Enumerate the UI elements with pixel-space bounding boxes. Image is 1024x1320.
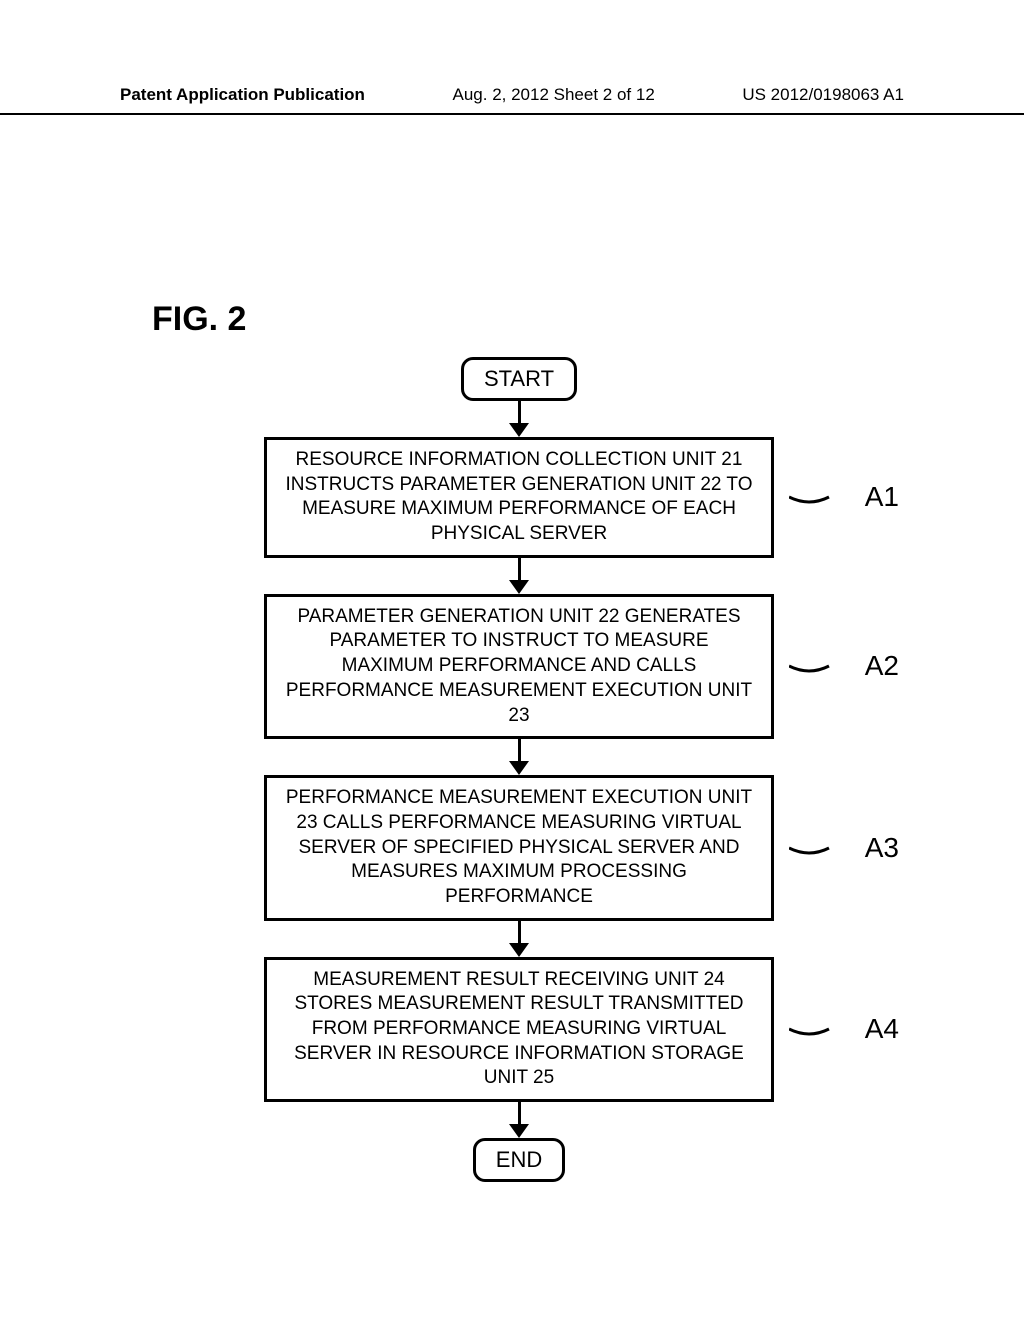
- arrow-icon: [509, 739, 529, 775]
- arrow-icon: [509, 558, 529, 594]
- step-label-a2: A2: [865, 650, 899, 682]
- step-label-a3: A3: [865, 832, 899, 864]
- process-box-a2: PARAMETER GENERATION UNIT 22 GENERATES P…: [264, 594, 774, 739]
- process-row: PARAMETER GENERATION UNIT 22 GENERATES P…: [169, 594, 869, 739]
- arrow-icon: [509, 1102, 529, 1138]
- process-box-a4: MEASUREMENT RESULT RECEIVING UNIT 24 STO…: [264, 957, 774, 1102]
- arrow-icon: [509, 921, 529, 957]
- process-row: MEASUREMENT RESULT RECEIVING UNIT 24 STO…: [169, 957, 869, 1102]
- start-terminal: START: [461, 357, 577, 401]
- page-header: Patent Application Publication Aug. 2, 2…: [0, 85, 1024, 115]
- step-label-a4: A4: [865, 1013, 899, 1045]
- step-label-a1: A1: [865, 481, 899, 513]
- end-terminal: END: [473, 1138, 565, 1182]
- flowchart: START RESOURCE INFORMATION COLLECTION UN…: [169, 357, 869, 1182]
- process-row: RESOURCE INFORMATION COLLECTION UNIT 21 …: [169, 437, 869, 558]
- arrow-icon: [509, 401, 529, 437]
- header-left: Patent Application Publication: [120, 85, 365, 105]
- process-box-a3: PERFORMANCE MEASUREMENT EXECUTION UNIT 2…: [264, 775, 774, 920]
- header-right: US 2012/0198063 A1: [742, 85, 904, 105]
- process-row: PERFORMANCE MEASUREMENT EXECUTION UNIT 2…: [169, 775, 869, 920]
- header-center: Aug. 2, 2012 Sheet 2 of 12: [453, 85, 655, 105]
- process-box-a1: RESOURCE INFORMATION COLLECTION UNIT 21 …: [264, 437, 774, 558]
- figure-label: FIG. 2: [152, 300, 246, 339]
